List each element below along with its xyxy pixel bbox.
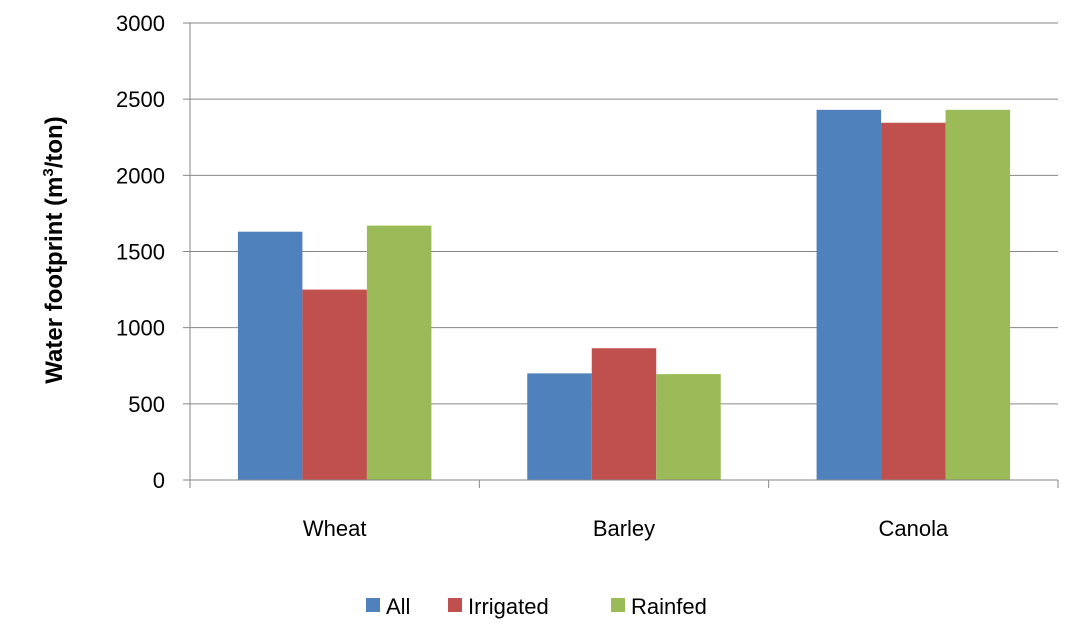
y-tick-label: 1500 [116, 240, 165, 265]
legend-swatch-rainfed [611, 598, 625, 612]
bar-canola-irrigated [881, 122, 946, 481]
y-tick-label: 0 [153, 468, 165, 493]
legend-label-irrigated: Irrigated [468, 594, 549, 619]
y-tick-label: 500 [128, 392, 165, 417]
bar-wheat-irrigated [302, 289, 367, 480]
bar-barley-rainfed [656, 374, 721, 480]
bars-group [237, 109, 1011, 481]
y-axis-label: Water footprint (m3/ton) [40, 116, 68, 383]
axes [189, 23, 1059, 488]
y-tick-label: 2500 [116, 87, 165, 112]
y-tick-label: 2000 [116, 163, 165, 188]
legend-label-rainfed: Rainfed [631, 594, 707, 619]
legend-swatch-all [366, 598, 380, 612]
bar-canola-all [816, 109, 882, 480]
bar-wheat-rainfed [366, 225, 432, 480]
x-category-label: Wheat [303, 516, 367, 541]
x-category-label: Barley [593, 516, 655, 541]
legend: All Irrigated Rainfed [366, 594, 707, 619]
bar-canola-rainfed [945, 109, 1011, 480]
x-category-labels: Wheat Barley Canola [303, 516, 949, 541]
y-tick-labels: 0 500 1000 1500 2000 2500 3000 [116, 11, 165, 493]
bar-wheat-all [237, 231, 303, 480]
legend-swatch-irrigated [448, 598, 462, 612]
x-category-label: Canola [878, 516, 948, 541]
legend-label-all: All [386, 594, 410, 619]
bar-barley-all [527, 373, 592, 480]
bar-barley-irrigated [591, 348, 657, 480]
y-tick-label: 3000 [116, 11, 165, 36]
y-tick-label: 1000 [116, 316, 165, 341]
